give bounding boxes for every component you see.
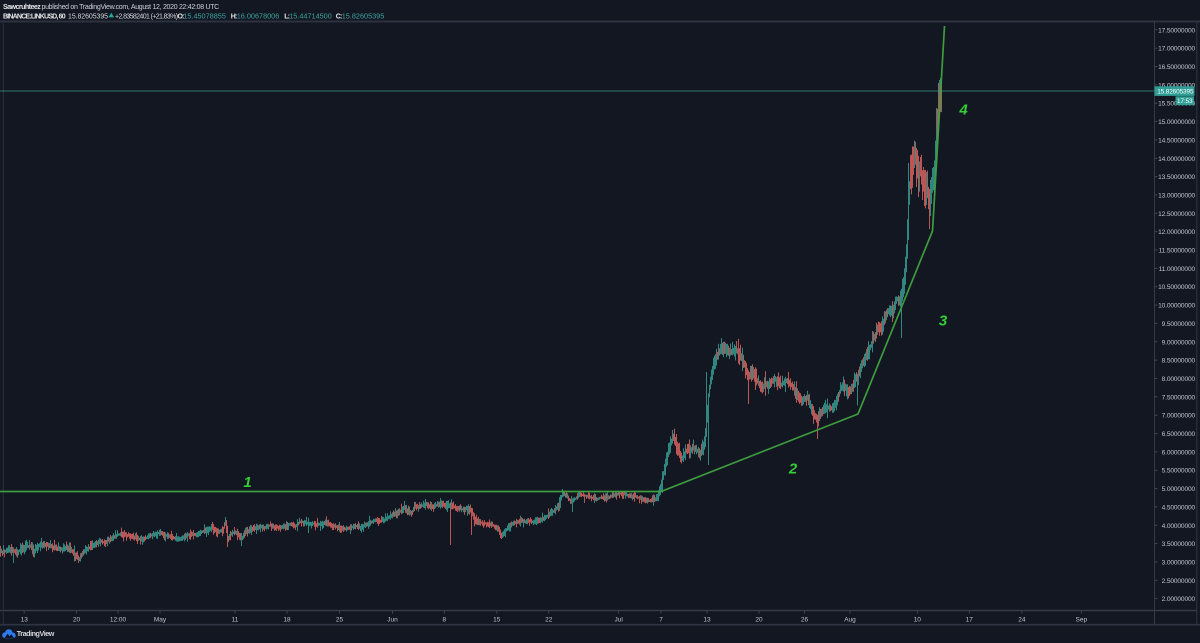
svg-text:Sawcruhteezpublished on Tradin: Sawcruhteezpublished on TradingView.com,… — [3, 4, 219, 11]
svg-text:10: 10 — [914, 617, 922, 624]
svg-text:4: 4 — [958, 102, 968, 119]
svg-text:3.00000000: 3.00000000 — [1162, 560, 1196, 567]
svg-text:5.50000000: 5.50000000 — [1162, 468, 1196, 475]
svg-text:20: 20 — [755, 617, 763, 624]
svg-text:TradingView: TradingView — [17, 629, 55, 638]
svg-text:9.50000000: 9.50000000 — [1162, 321, 1196, 328]
svg-text:Jul: Jul — [615, 617, 624, 624]
svg-text:17.00000000: 17.00000000 — [1158, 46, 1195, 53]
svg-text:3.50000000: 3.50000000 — [1162, 541, 1196, 548]
svg-text:17.50000000: 17.50000000 — [1158, 27, 1195, 34]
svg-text:18: 18 — [283, 617, 291, 624]
svg-text:7: 7 — [659, 617, 663, 624]
svg-text:11: 11 — [232, 617, 239, 624]
svg-text:9.00000000: 9.00000000 — [1162, 339, 1196, 346]
svg-text:8.00000000: 8.00000000 — [1162, 376, 1196, 383]
svg-text:17: 17 — [966, 617, 974, 624]
svg-text:26: 26 — [801, 617, 809, 624]
svg-text:Sep: Sep — [1076, 617, 1088, 624]
svg-text:4.00000000: 4.00000000 — [1162, 523, 1196, 530]
svg-text:1: 1 — [243, 474, 251, 491]
svg-text:14.00000000: 14.00000000 — [1158, 156, 1195, 163]
svg-text:20: 20 — [73, 617, 81, 624]
svg-text:25: 25 — [336, 617, 344, 624]
svg-text:13: 13 — [21, 617, 29, 624]
svg-text:12.00000000: 12.00000000 — [1158, 229, 1195, 236]
svg-text:2.00000000: 2.00000000 — [1162, 596, 1196, 603]
svg-text:13.50000000: 13.50000000 — [1158, 174, 1195, 181]
svg-text:10.50000000: 10.50000000 — [1158, 284, 1195, 291]
svg-text:16.50000000: 16.50000000 — [1158, 64, 1195, 71]
svg-text:16.00000000: 16.00000000 — [1158, 82, 1195, 89]
svg-text:2.50000000: 2.50000000 — [1162, 578, 1196, 585]
svg-text:17:53: 17:53 — [1177, 98, 1193, 105]
svg-text:5.00000000: 5.00000000 — [1162, 486, 1196, 493]
svg-text:14.50000000: 14.50000000 — [1158, 137, 1195, 144]
svg-text:11.50000000: 11.50000000 — [1159, 248, 1196, 255]
svg-text:15.82605395: 15.82605395 — [1157, 89, 1194, 96]
svg-text:Aug: Aug — [844, 617, 856, 624]
svg-text:2: 2 — [788, 461, 798, 478]
svg-text:4.50000000: 4.50000000 — [1162, 504, 1196, 511]
svg-text:6.50000000: 6.50000000 — [1162, 431, 1196, 438]
svg-text:15: 15 — [493, 617, 501, 624]
svg-text:24: 24 — [1018, 617, 1026, 624]
svg-text:10.00000000: 10.00000000 — [1158, 303, 1195, 310]
svg-text:Jun: Jun — [387, 617, 398, 624]
svg-text:15.00000000: 15.00000000 — [1158, 119, 1195, 126]
svg-text:3: 3 — [939, 313, 948, 330]
svg-text:12.50000000: 12.50000000 — [1158, 211, 1195, 218]
svg-text:8.50000000: 8.50000000 — [1162, 358, 1196, 365]
svg-text:13.00000000: 13.00000000 — [1158, 193, 1195, 200]
svg-text:12:00: 12:00 — [110, 617, 127, 624]
svg-text:May: May — [154, 617, 167, 624]
svg-text:22: 22 — [545, 617, 553, 624]
svg-text:7.50000000: 7.50000000 — [1162, 394, 1196, 401]
svg-text:13: 13 — [703, 617, 711, 624]
svg-text:6.00000000: 6.00000000 — [1162, 449, 1196, 456]
svg-text:11.00000000: 11.00000000 — [1159, 266, 1196, 273]
svg-text:8: 8 — [442, 617, 446, 624]
svg-text:7.00000000: 7.00000000 — [1162, 413, 1196, 420]
